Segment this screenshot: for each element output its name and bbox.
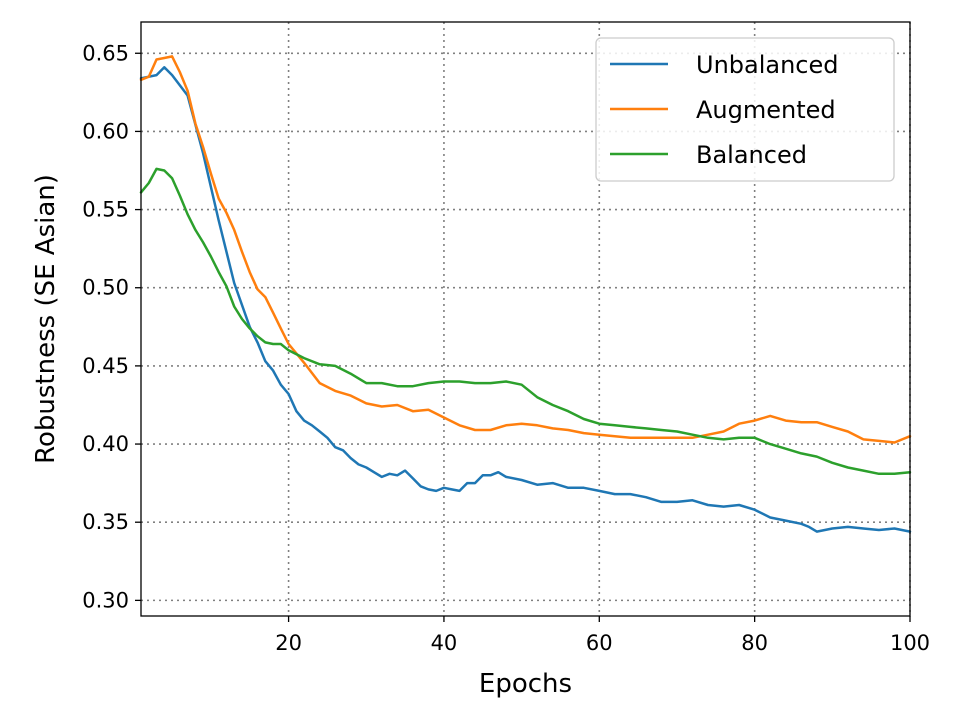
legend-label: Balanced bbox=[696, 141, 807, 169]
x-tick-label: 20 bbox=[275, 631, 302, 655]
x-tick-label: 80 bbox=[741, 631, 768, 655]
y-tick-label: 0.50 bbox=[82, 276, 129, 300]
series-lines bbox=[139, 55, 912, 533]
grid bbox=[141, 22, 911, 616]
x-tick-label: 100 bbox=[890, 631, 930, 655]
y-tick-label: 0.35 bbox=[82, 510, 129, 534]
x-tick-label: 40 bbox=[431, 631, 458, 655]
x-tick-label: 60 bbox=[586, 631, 613, 655]
y-axis-label: Robustness (SE Asian) bbox=[31, 174, 61, 464]
legend-label: Augmented bbox=[696, 96, 836, 124]
series-line-balanced bbox=[139, 167, 912, 476]
y-tick-label: 0.45 bbox=[82, 354, 129, 378]
y-tick-label: 0.60 bbox=[82, 119, 129, 143]
x-axis-label: Epochs bbox=[479, 669, 572, 699]
x-axis: 20 40 60 80 100 bbox=[275, 616, 930, 655]
y-tick-label: 0.40 bbox=[82, 432, 129, 456]
legend: Unbalanced Augmented Balanced bbox=[595, 37, 895, 182]
y-tick-label: 0.30 bbox=[82, 588, 129, 612]
y-tick-label: 0.65 bbox=[82, 41, 129, 65]
plot-area-frame bbox=[140, 21, 911, 617]
legend-label: Unbalanced bbox=[696, 51, 839, 79]
series-line-unbalanced bbox=[139, 66, 912, 533]
y-tick-label: 0.55 bbox=[82, 198, 129, 222]
legend-box bbox=[595, 37, 895, 182]
y-axis: 0.30 0.35 0.40 0.45 0.50 0.55 0.60 0.65 bbox=[82, 41, 141, 612]
series-line-augmented bbox=[139, 55, 912, 444]
